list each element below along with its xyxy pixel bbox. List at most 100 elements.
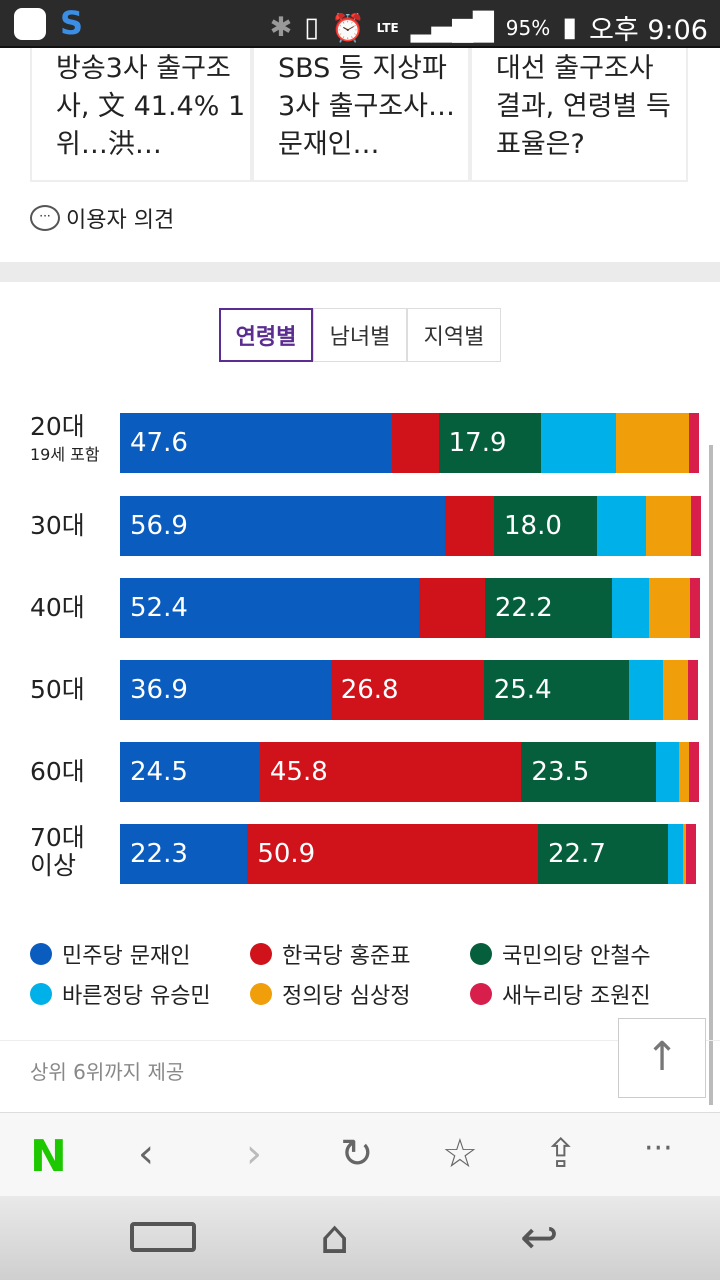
category-label: 30대 (30, 512, 85, 540)
bar-segment: 45.8 (259, 742, 522, 802)
legend-label: 국민의당 안철수 (502, 944, 651, 969)
footnote: 상위 6위까지 제공 (30, 1060, 185, 1084)
category-label: 70대 이상 (30, 824, 85, 880)
back-nav-button[interactable]: ↩ (520, 1210, 559, 1264)
legend-swatch (250, 943, 272, 965)
home-button[interactable]: ⌂ (320, 1210, 349, 1264)
legend-label: 새누리당 조원진 (502, 984, 651, 1009)
comments-link[interactable]: ··· 이용자 의견 (30, 202, 174, 234)
bar-segment (686, 824, 697, 884)
bar-segment: 22.2 (484, 578, 612, 638)
bar-segment (596, 496, 646, 556)
data-label: 22.7 (547, 839, 606, 869)
legend-item: 바른정당 유승민 (30, 978, 211, 1010)
legend-swatch (30, 983, 52, 1005)
share-button[interactable]: ⇪ (544, 1131, 578, 1177)
data-label: 18.0 (504, 511, 562, 541)
data-label: 24.5 (130, 757, 188, 787)
legend-label: 바른정당 유승민 (62, 984, 211, 1009)
naver-logo-button[interactable]: N (30, 1131, 67, 1182)
data-label: 36.9 (130, 675, 188, 705)
divider (0, 1040, 720, 1041)
article-title: SBS 등 지상파 3사 출구조사…문재인… (278, 53, 455, 160)
bar-segment: 36.9 (120, 660, 331, 720)
tab-gender[interactable]: 남녀별 (313, 308, 407, 362)
chevron-left-icon: ‹ (138, 1131, 154, 1177)
data-label: 26.8 (340, 675, 399, 705)
bar-segment: 22.3 (120, 824, 248, 884)
legend-item: 국민의당 안철수 (470, 938, 651, 970)
bar-segment (628, 660, 663, 720)
back-button[interactable]: ‹ (138, 1131, 154, 1177)
scrollbar[interactable] (709, 445, 713, 1105)
bar-segment: 56.9 (120, 496, 445, 556)
data-label: 23.5 (531, 757, 590, 787)
legend-item: 새누리당 조원진 (470, 978, 651, 1010)
status-bar: S ✱ ▯ ⏰ LTE ▂▄▆█ 95% ▮ 오후 9:06 (0, 0, 720, 48)
system-nav-bar: ⌂ ↩ (0, 1196, 720, 1280)
bookmark-button[interactable]: ☆ (442, 1131, 478, 1177)
back-arrow-icon: ↩ (520, 1210, 559, 1264)
bar-segment: 47.6 (120, 413, 392, 473)
data-label: 22.3 (130, 839, 188, 869)
bar-segment (663, 660, 689, 720)
tab-age[interactable]: 연령별 (219, 308, 313, 362)
home-icon: ⌂ (320, 1210, 350, 1264)
share-icon: ⇪ (544, 1131, 578, 1177)
data-label: 47.6 (130, 428, 188, 458)
bar-segment (645, 496, 691, 556)
clock: 오후 9:06 (589, 15, 708, 46)
legend-swatch (250, 983, 272, 1005)
related-article-2[interactable]: SBS 등 지상파 3사 출구조사…문재인… (252, 48, 470, 182)
refresh-button[interactable]: ↻ (340, 1131, 374, 1177)
bar-segment: 52.4 (120, 578, 420, 638)
bar-segment: 23.5 (521, 742, 656, 802)
bar-segment (655, 742, 679, 802)
arrow-up-icon: ↑ (645, 1034, 679, 1080)
category-label: 50대 (30, 676, 85, 704)
app-s-icon: S (60, 4, 84, 42)
signal-icon: ▂▄▆█ (410, 12, 494, 43)
category-note: 19세 포함 (30, 445, 100, 464)
scroll-to-top-button[interactable]: ↑ (618, 1018, 706, 1098)
category-label: 20대 19세 포함 (30, 413, 100, 469)
bar-segment (689, 742, 700, 802)
vibrate-icon: ▯ (304, 12, 320, 43)
alarm-icon: ⏰ (331, 12, 365, 44)
legend-label: 민주당 문재인 (62, 944, 191, 969)
browser-toolbar: N ‹ › ↻ ☆ ⇪ ··· (0, 1112, 720, 1196)
data-label: 45.8 (269, 757, 328, 787)
bar-segment (540, 413, 617, 473)
bar-segment (611, 578, 650, 638)
legend-swatch (30, 943, 52, 965)
category-label: 40대 (30, 594, 85, 622)
bluetooth-icon: ✱ (269, 12, 293, 43)
legend-label: 한국당 홍준표 (282, 944, 411, 969)
data-label: 17.9 (448, 428, 507, 458)
tab-region[interactable]: 지역별 (407, 308, 501, 362)
speech-bubble-icon: ··· (30, 205, 60, 231)
lte-icon: LTE (376, 20, 399, 35)
related-article-1[interactable]: 방송3사 출구조사, 文 41.4% 1위…洪… (30, 48, 252, 182)
more-button[interactable]: ··· (644, 1131, 673, 1166)
bar-segment (391, 413, 439, 473)
data-label: 25.4 (493, 675, 552, 705)
bar-segment: 24.5 (120, 742, 260, 802)
data-label: 56.9 (130, 511, 188, 541)
recent-apps-button[interactable] (130, 1222, 196, 1252)
related-article-3[interactable]: 대선 출구조사 결과, 연령별 득표율은? (470, 48, 688, 182)
bar-segment (649, 578, 690, 638)
bar-segment (667, 824, 683, 884)
forward-button[interactable]: › (246, 1131, 262, 1177)
battery-icon: ▮ (562, 12, 578, 43)
legend-item: 정의당 심상정 (250, 978, 410, 1010)
legend-swatch (470, 983, 492, 1005)
data-label: 50.9 (257, 839, 316, 869)
bar-segment (679, 742, 690, 802)
bar-segment: 50.9 (247, 824, 538, 884)
legend-item: 한국당 홍준표 (250, 938, 410, 970)
bar-segment (419, 578, 485, 638)
comments-label: 이용자 의견 (66, 208, 175, 233)
category-label-text: 40대 (30, 593, 85, 622)
naver-logo: N (30, 1131, 67, 1182)
